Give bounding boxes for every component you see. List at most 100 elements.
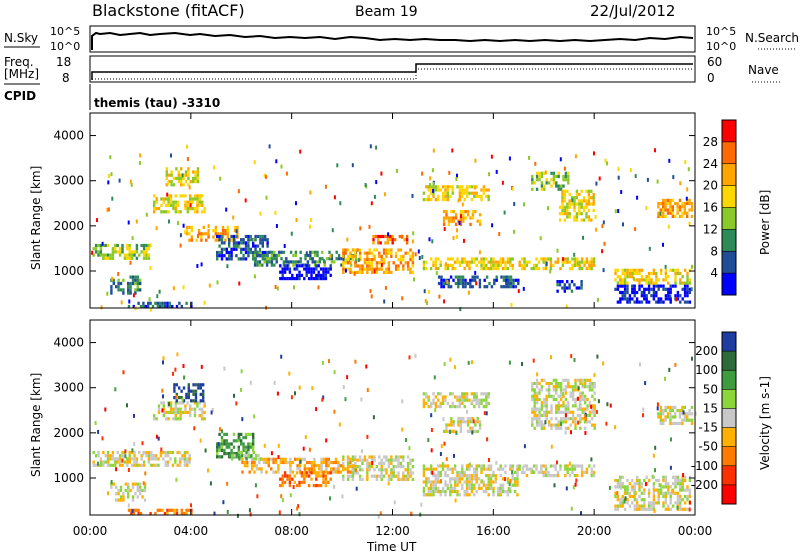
heatmap-cell	[485, 486, 488, 490]
heatmap-cell	[579, 391, 582, 395]
heatmap-cell	[189, 404, 192, 408]
heatmap-cell	[681, 287, 684, 291]
heatmap-cell	[672, 175, 675, 180]
heatmap-cell	[458, 221, 461, 225]
heatmap-cell	[404, 261, 407, 265]
heatmap-cell	[494, 474, 498, 478]
heatmap-cell	[441, 486, 445, 490]
heatmap-cell	[430, 428, 433, 432]
heatmap-cell	[449, 185, 452, 189]
heatmap-cell	[259, 247, 261, 252]
heatmap-cell	[249, 380, 252, 385]
heatmap-cell	[540, 385, 544, 389]
heatmap-cell	[444, 480, 447, 484]
heatmap-cell	[429, 188, 433, 192]
heatmap-cell	[164, 463, 167, 467]
heatmap-cell	[633, 498, 636, 502]
heatmap-cell	[182, 364, 185, 368]
heatmap-cell	[688, 202, 691, 206]
heatmap-cell	[676, 482, 680, 486]
heatmap-cell	[509, 278, 513, 282]
heatmap-cell	[492, 490, 495, 494]
heatmap-cell	[666, 415, 670, 419]
heatmap-cell	[380, 258, 383, 262]
heatmap-cell	[315, 464, 318, 468]
heatmap-cell	[129, 288, 132, 292]
heatmap-cell	[583, 385, 587, 389]
heatmap-cell	[166, 454, 170, 458]
heatmap-cell	[354, 359, 357, 364]
heatmap-cell	[591, 423, 594, 427]
heatmap-cell	[129, 275, 132, 279]
heatmap-cell	[166, 301, 169, 305]
heatmap-cell	[262, 457, 266, 461]
heatmap-cell	[154, 301, 157, 305]
heatmap-cell	[238, 436, 241, 441]
heatmap-cell	[425, 467, 428, 471]
heatmap-cell	[268, 257, 271, 261]
heatmap-cell	[171, 450, 175, 455]
heatmap-cell	[307, 267, 311, 271]
heatmap-cell	[679, 485, 682, 489]
heatmap-cell	[681, 405, 684, 409]
nave-label: Nave	[748, 63, 779, 77]
heatmap-cell	[131, 509, 134, 513]
heatmap-cell	[652, 485, 656, 489]
heatmap-cell	[504, 464, 507, 468]
heatmap-cell	[461, 395, 464, 399]
heatmap-cell	[561, 196, 564, 200]
heatmap-cell	[456, 260, 459, 264]
heatmap-cell	[459, 429, 463, 433]
heatmap-cell	[115, 498, 118, 502]
heatmap-cell	[370, 455, 374, 459]
heatmap-cell	[411, 477, 415, 481]
heatmap-cell	[290, 395, 293, 400]
heatmap-cell	[187, 176, 190, 180]
heatmap-cell	[623, 491, 627, 495]
heatmap-cell	[230, 448, 233, 452]
heatmap-cell	[313, 457, 316, 461]
heatmap-cell	[216, 452, 219, 456]
heatmap-cell	[513, 202, 516, 206]
heatmap-cell	[478, 222, 482, 226]
heatmap-cell	[162, 200, 165, 204]
heatmap-cell	[258, 457, 261, 461]
heatmap-cell	[683, 268, 687, 272]
heatmap-cell	[256, 494, 259, 499]
heatmap-cell	[480, 392, 483, 396]
heatmap-cell	[586, 385, 589, 389]
heatmap-cell	[286, 277, 289, 281]
heatmap-cell	[446, 194, 450, 198]
heatmap-cell	[195, 238, 198, 242]
heatmap-cell	[457, 278, 460, 282]
heatmap-cell	[321, 257, 324, 261]
heatmap-cell	[203, 410, 206, 414]
heatmap-cell	[116, 250, 119, 254]
heatmap-cell	[662, 242, 664, 247]
heatmap-cell	[425, 401, 428, 405]
heatmap-cell	[425, 480, 428, 484]
heatmap-cell	[579, 397, 582, 402]
heatmap-cell	[258, 250, 262, 254]
heatmap-cell	[458, 191, 462, 195]
heatmap-cell	[157, 410, 161, 414]
heatmap-cell	[631, 501, 634, 505]
heatmap-cell	[177, 173, 180, 177]
heatmap-cell	[554, 474, 557, 478]
heatmap-cell	[297, 260, 300, 264]
heatmap-cell	[379, 511, 382, 516]
heatmap-cell	[525, 260, 529, 264]
heatmap-cell	[110, 480, 113, 484]
heatmap-cell	[451, 392, 454, 396]
heatmap-cell	[349, 267, 352, 271]
heatmap-cell	[274, 457, 278, 461]
heatmap-cell	[681, 409, 684, 413]
heatmap-cell	[686, 498, 689, 502]
heatmap-cell	[547, 391, 551, 395]
heatmap-cell	[192, 389, 195, 393]
heatmap-cell	[389, 234, 392, 239]
heatmap-cell	[304, 435, 307, 440]
heatmap-cell	[127, 291, 130, 295]
heatmap-cell	[413, 277, 415, 282]
